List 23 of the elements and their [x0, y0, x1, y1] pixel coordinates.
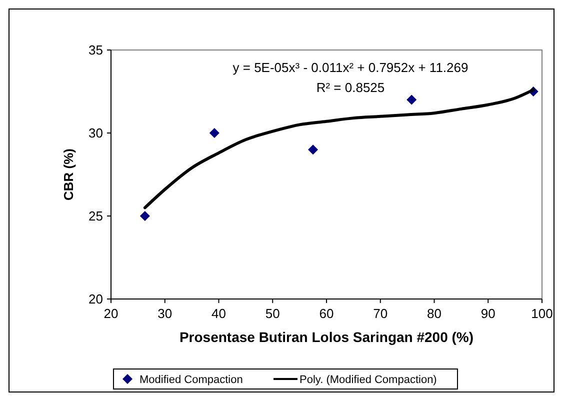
annotation: R² = 0.8525 — [316, 80, 385, 95]
annotation: y = 5E-05x³ - 0.011x² + 0.7952x + 11.269 — [232, 60, 468, 75]
x-tick-label: 50 — [265, 306, 280, 321]
y-tick-label: 30 — [88, 126, 103, 141]
y-tick-label: 35 — [88, 42, 103, 58]
y-tick-label: 25 — [88, 208, 103, 224]
point — [140, 211, 150, 221]
x-tick-label: 30 — [158, 306, 172, 321]
x-tick-label: 70 — [373, 306, 388, 321]
x-tick-label: 90 — [480, 306, 496, 321]
x-tick-label: 20 — [104, 306, 118, 321]
point — [209, 128, 220, 138]
legend-label: Modified Compaction — [140, 374, 243, 386]
legend-label: Poly. (Modified Compaction) — [300, 374, 437, 386]
x-tick-label: 40 — [212, 306, 226, 321]
y-tick-label: 20 — [88, 292, 103, 307]
y-axis-title: CBR (%) — [61, 148, 76, 200]
x-axis-title: Prosentase Butiran Lolos Saringan #200 (%) — [179, 329, 474, 345]
x-tick-label: 100 — [531, 306, 553, 321]
point — [406, 94, 417, 105]
x-tick-label: 60 — [319, 306, 334, 321]
x-tick-label: 80 — [427, 306, 442, 321]
point — [308, 144, 318, 155]
